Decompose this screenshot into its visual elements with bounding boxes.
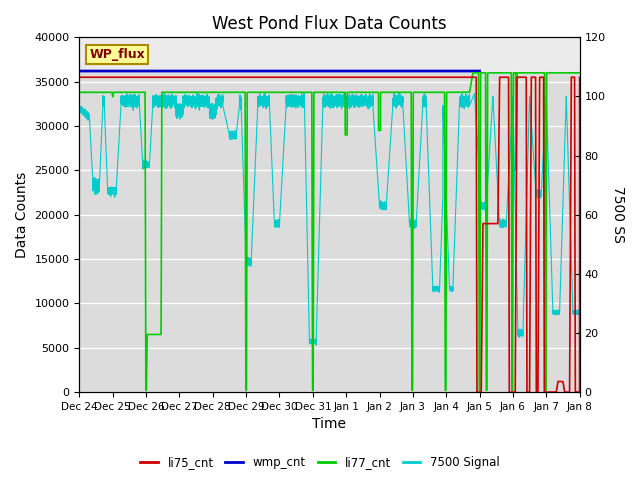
Bar: [79, 37, 580, 73]
Y-axis label: 7500 SS: 7500 SS: [611, 186, 625, 243]
Y-axis label: Data Counts: Data Counts: [15, 172, 29, 258]
Title: West Pond Flux Data Counts: West Pond Flux Data Counts: [212, 15, 447, 33]
Text: WP_flux: WP_flux: [90, 48, 145, 61]
X-axis label: Time: Time: [312, 418, 346, 432]
Legend: li75_cnt, wmp_cnt, li77_cnt, 7500 Signal: li75_cnt, wmp_cnt, li77_cnt, 7500 Signal: [136, 452, 504, 474]
